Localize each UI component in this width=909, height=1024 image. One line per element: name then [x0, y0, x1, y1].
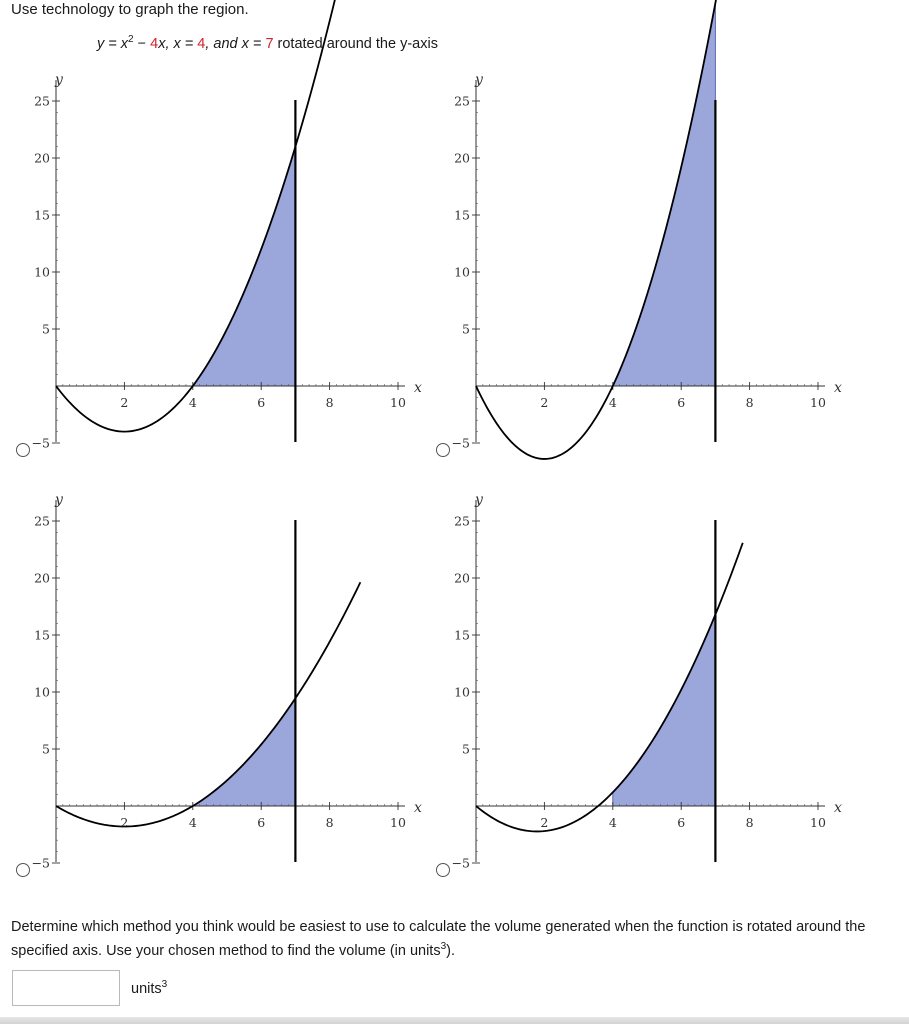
shaded-region — [612, 2, 716, 387]
question-exp: 3 — [440, 941, 447, 952]
eq-b: 7 — [265, 36, 274, 52]
y-tick-label: 5 — [462, 322, 470, 337]
x-tick-label: 4 — [609, 395, 617, 410]
question-text: Determine which method you think would b… — [11, 915, 903, 963]
y-axis-label: y — [54, 492, 64, 508]
radio-graph-1[interactable] — [16, 443, 30, 457]
y-tick-label: 10 — [34, 685, 50, 700]
graph-option-1-svg: 2 4 6 8 10 −5 5 10 15 20 25 x y — [32, 0, 422, 451]
y-tick-label: 15 — [34, 208, 50, 223]
y-tick-label: −5 — [32, 436, 50, 451]
eq-exp: 2 — [128, 34, 134, 45]
footer-bar — [0, 1017, 909, 1024]
eq-part2: − — [133, 36, 151, 52]
graph-option-2-svg: 2 4 6 8 10 −5 5 10 15 20 25 x y — [452, 0, 842, 460]
y-tick-label: 10 — [34, 265, 50, 280]
function-curve — [475, 542, 744, 833]
shaded-region — [191, 696, 296, 807]
question-text-1: Determine which method you think would b… — [11, 919, 866, 959]
x-tick-label: 10 — [390, 395, 406, 410]
eq-part5: rotated around the y-axis — [273, 36, 438, 52]
radio-graph-4[interactable] — [436, 863, 450, 877]
y-tick-label: 5 — [462, 742, 470, 757]
problem-equation: y = x2 − 4x, x = 4, and x = 7 rotated ar… — [97, 34, 438, 53]
y-tick-label: 10 — [454, 685, 470, 700]
function-curve — [55, 581, 362, 828]
function-curve — [55, 0, 336, 433]
y-tick-label: −5 — [32, 856, 50, 871]
x-tick-label: 10 — [810, 815, 826, 830]
x-tick-label: 6 — [257, 395, 265, 410]
x-tick-label: 8 — [326, 815, 334, 830]
instruction-text: Use technology to graph the region. — [11, 1, 249, 18]
x-tick-label: 2 — [540, 815, 548, 830]
x-tick-label: 10 — [810, 395, 826, 410]
shaded-region — [191, 146, 296, 387]
x-axis-label: x — [414, 380, 422, 396]
eq-part3: x, x = — [158, 36, 198, 52]
graph-option-2: 2 4 6 8 10 −5 5 10 15 20 25 x y — [420, 0, 842, 460]
y-axis-label: y — [474, 492, 484, 508]
unit-exp: 3 — [161, 979, 168, 990]
x-tick-label: 6 — [677, 815, 685, 830]
graph-option-4: 2 4 6 8 10 −5 5 10 15 20 25 x y — [420, 480, 842, 880]
x-tick-label: 2 — [120, 815, 128, 830]
y-tick-label: 20 — [454, 151, 470, 166]
y-tick-label: 15 — [454, 208, 470, 223]
y-tick-label: 5 — [42, 322, 50, 337]
y-tick-label: −5 — [452, 856, 470, 871]
question-text-2: ). — [446, 943, 456, 959]
y-tick-label: 15 — [34, 628, 50, 643]
shaded-region — [612, 614, 716, 807]
graph-option-4-svg: 2 4 6 8 10 −5 5 10 15 20 25 x y — [452, 492, 842, 871]
radio-graph-3[interactable] — [16, 863, 30, 877]
y-tick-label: 20 — [454, 571, 470, 586]
y-tick-label: 20 — [34, 151, 50, 166]
y-tick-label: 25 — [454, 94, 470, 109]
x-axis-label: x — [414, 800, 422, 816]
x-tick-label: 2 — [540, 395, 548, 410]
eq-a: 4 — [197, 36, 206, 52]
y-tick-label: 10 — [454, 265, 470, 280]
x-tick-label: 6 — [677, 395, 685, 410]
x-tick-label: 8 — [746, 815, 754, 830]
y-axis-label: y — [474, 72, 484, 88]
x-tick-label: 4 — [189, 815, 197, 830]
x-tick-label: 8 — [746, 395, 754, 410]
graph-option-1: 2 4 6 8 10 −5 5 10 15 20 25 x y — [0, 0, 422, 460]
x-axis-label: x — [834, 800, 842, 816]
function-curve — [475, 0, 717, 460]
unit-text: units — [131, 981, 162, 997]
graph-option-3-svg: 2 4 6 8 10 −5 5 10 15 20 25 x y — [32, 492, 422, 871]
x-tick-label: 6 — [257, 815, 265, 830]
y-tick-label: 5 — [42, 742, 50, 757]
volume-answer-input[interactable] — [12, 970, 120, 1006]
x-tick-label: 4 — [609, 815, 617, 830]
eq-coef: 4 — [150, 36, 159, 52]
y-tick-label: 25 — [454, 514, 470, 529]
x-tick-label: 2 — [120, 395, 128, 410]
y-axis-label: y — [54, 72, 64, 88]
y-tick-label: 15 — [454, 628, 470, 643]
y-tick-label: 20 — [34, 571, 50, 586]
eq-part4: , and x = — [205, 36, 266, 52]
eq-part1: y = x — [97, 36, 129, 52]
radio-graph-2[interactable] — [436, 443, 450, 457]
x-axis-label: x — [834, 380, 842, 396]
x-tick-label: 10 — [390, 815, 406, 830]
graph-option-3: 2 4 6 8 10 −5 5 10 15 20 25 x y — [0, 480, 422, 880]
y-tick-label: 25 — [34, 94, 50, 109]
x-tick-label: 8 — [326, 395, 334, 410]
units-label: units3 — [131, 979, 168, 998]
y-tick-label: −5 — [452, 436, 470, 451]
y-tick-label: 25 — [34, 514, 50, 529]
x-tick-label: 4 — [189, 395, 197, 410]
